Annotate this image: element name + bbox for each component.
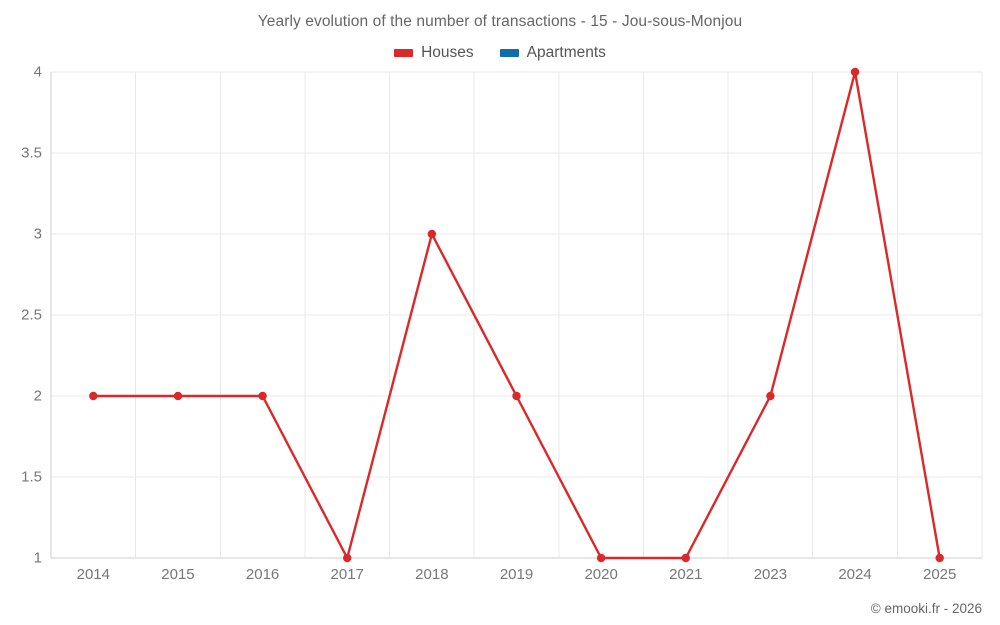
data-point-houses[interactable] xyxy=(766,391,775,401)
legend-label-apartments: Apartments xyxy=(526,44,606,61)
y-tick-label: 2.5 xyxy=(21,306,42,324)
x-tick-label: 2023 xyxy=(753,566,788,583)
x-axis-tick-labels: 2014 2015 2016 2017 2018 2019 2020 2021 2023 2024… xyxy=(51,566,982,588)
x-tick-label: 2014 xyxy=(76,566,110,583)
y-tick-label: 3.5 xyxy=(21,144,42,162)
x-tick-label: 2020 xyxy=(584,566,618,583)
data-point-houses[interactable] xyxy=(935,553,944,563)
y-axis-tick-labels: 1 1.5 2 2.5 3 3.5 4 xyxy=(0,64,42,567)
data-point-houses[interactable] xyxy=(850,67,860,77)
data-point-houses[interactable] xyxy=(427,229,437,239)
y-tick-label: 1 xyxy=(33,549,42,567)
legend-item-apartments[interactable]: Apartments xyxy=(499,44,606,62)
plot-area xyxy=(50,67,983,563)
y-tick-label: 2 xyxy=(33,387,42,405)
legend-color-swatch-apartments xyxy=(499,49,519,57)
data-point-houses[interactable] xyxy=(512,391,521,401)
y-tick-label: 1.5 xyxy=(21,468,42,486)
data-point-houses[interactable] xyxy=(89,391,98,401)
x-tick-label: 2024 xyxy=(838,566,872,583)
chart-series-layer xyxy=(89,67,944,563)
x-tick-label: 2015 xyxy=(161,566,195,583)
data-point-houses[interactable] xyxy=(343,553,352,563)
chart-credit: © emooki.fr - 2026 xyxy=(870,601,982,616)
legend-item-houses[interactable]: Houses xyxy=(394,44,474,62)
legend-label-houses: Houses xyxy=(421,44,474,61)
x-tick-label: 2019 xyxy=(499,566,534,583)
x-tick-label: 2021 xyxy=(669,566,703,583)
data-point-houses[interactable] xyxy=(173,391,183,401)
chart-legend: Houses Apartments xyxy=(0,44,1000,62)
x-tick-label: 2016 xyxy=(245,566,280,583)
series-line-houses xyxy=(92,70,941,560)
chart-title: Yearly evolution of the number of transa… xyxy=(257,13,743,30)
data-point-houses[interactable] xyxy=(681,553,690,563)
data-point-houses[interactable] xyxy=(596,553,606,563)
y-tick-label: 3 xyxy=(33,225,42,243)
legend-color-swatch-houses xyxy=(394,49,414,57)
y-tick-label: 4 xyxy=(33,63,42,81)
x-tick-label: 2025 xyxy=(922,566,957,583)
x-tick-label: 2018 xyxy=(415,566,449,583)
x-tick-label: 2017 xyxy=(330,566,364,583)
data-point-houses[interactable] xyxy=(258,391,267,401)
